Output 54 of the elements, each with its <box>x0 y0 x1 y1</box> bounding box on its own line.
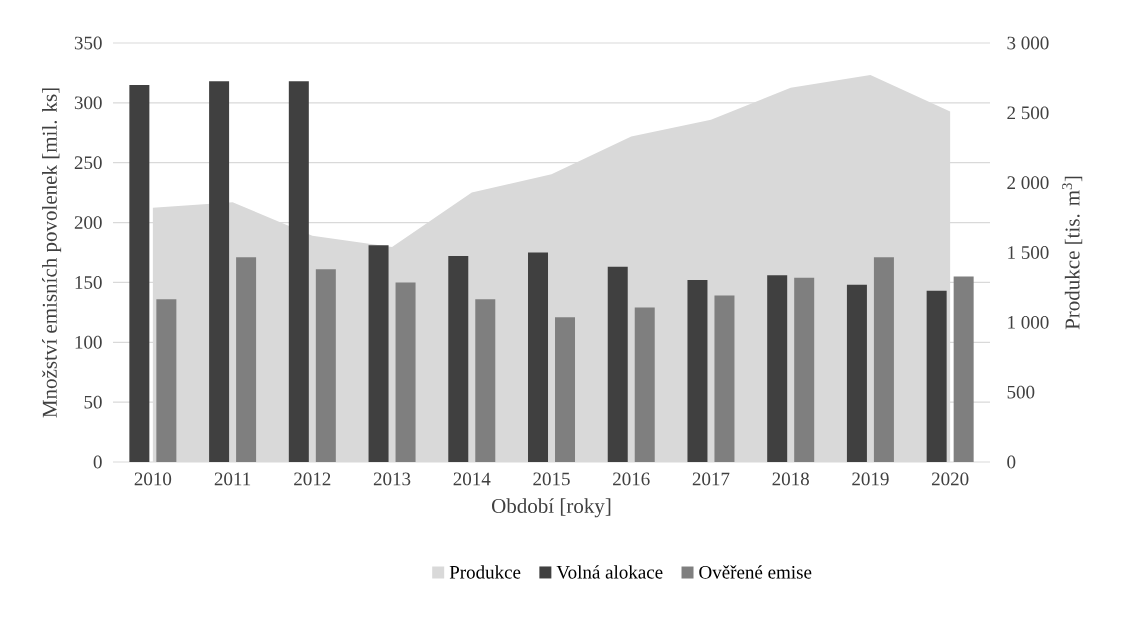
y-axis-title: Množství emisních povolenek [mil. ks] <box>42 88 62 418</box>
bar <box>315 269 336 462</box>
y-tick-label: 50 <box>84 395 102 409</box>
bar <box>475 299 496 462</box>
x-tick-label: 2013 <box>373 472 411 486</box>
bar <box>236 257 257 462</box>
x-tick-label: 2012 <box>294 472 331 486</box>
y2-tick-label: 1 500 <box>1008 246 1049 259</box>
y2-tick-label: 2 000 <box>1007 176 1049 190</box>
bar <box>607 266 628 462</box>
y-tick-label: 200 <box>74 216 102 229</box>
y-tick-label: 150 <box>75 276 102 289</box>
bar <box>555 317 576 462</box>
x-tick-label: 2010 <box>134 472 172 486</box>
y2-tick-label: 500 <box>1007 385 1035 399</box>
x-tick-label: 2020 <box>931 472 969 486</box>
y2-axis-title: Produkce [tis. m$^{3}$] <box>1062 176 1083 330</box>
legend-label: Volná alokace <box>556 565 663 579</box>
bar <box>926 290 947 462</box>
x-tick-label: 2011 <box>214 472 251 486</box>
x-tick-label: 2019 <box>852 472 889 486</box>
bar <box>794 277 815 462</box>
bar <box>528 252 549 462</box>
bar <box>395 282 416 462</box>
legend-label: Ověřené emise <box>699 565 812 579</box>
bar <box>288 81 309 462</box>
bar <box>368 245 389 462</box>
bar <box>873 257 894 462</box>
y-tick-label: 300 <box>74 96 102 110</box>
bar <box>714 295 735 462</box>
bar <box>209 81 230 462</box>
legend-label: Produkce <box>449 565 521 579</box>
y2-tick-label: 3 000 <box>1007 36 1049 50</box>
x-tick-label: 2016 <box>613 472 650 486</box>
y2-tick-label: 0 <box>1007 455 1016 469</box>
x-tick-label: 2018 <box>772 472 809 486</box>
y-tick-label: 0 <box>93 455 102 469</box>
bar <box>953 276 974 462</box>
bar <box>448 256 469 462</box>
bar <box>156 299 177 462</box>
x-axis-title: Období [roky] <box>492 498 611 518</box>
x-tick-label: 2015 <box>533 472 570 486</box>
y-tick-label: 350 <box>74 36 102 50</box>
x-tick-label: 2014 <box>453 472 491 486</box>
y2-tick-label: 2 500 <box>1007 106 1049 120</box>
y2-tick-label: 1 000 <box>1008 315 1049 329</box>
y-tick-label: 100 <box>75 335 102 349</box>
y-tick-label: 250 <box>74 156 102 170</box>
bar <box>634 307 655 462</box>
bar <box>767 275 788 462</box>
bar <box>687 280 708 462</box>
x-tick-label: 2017 <box>692 472 730 486</box>
bar <box>846 284 867 462</box>
bar <box>129 84 150 462</box>
